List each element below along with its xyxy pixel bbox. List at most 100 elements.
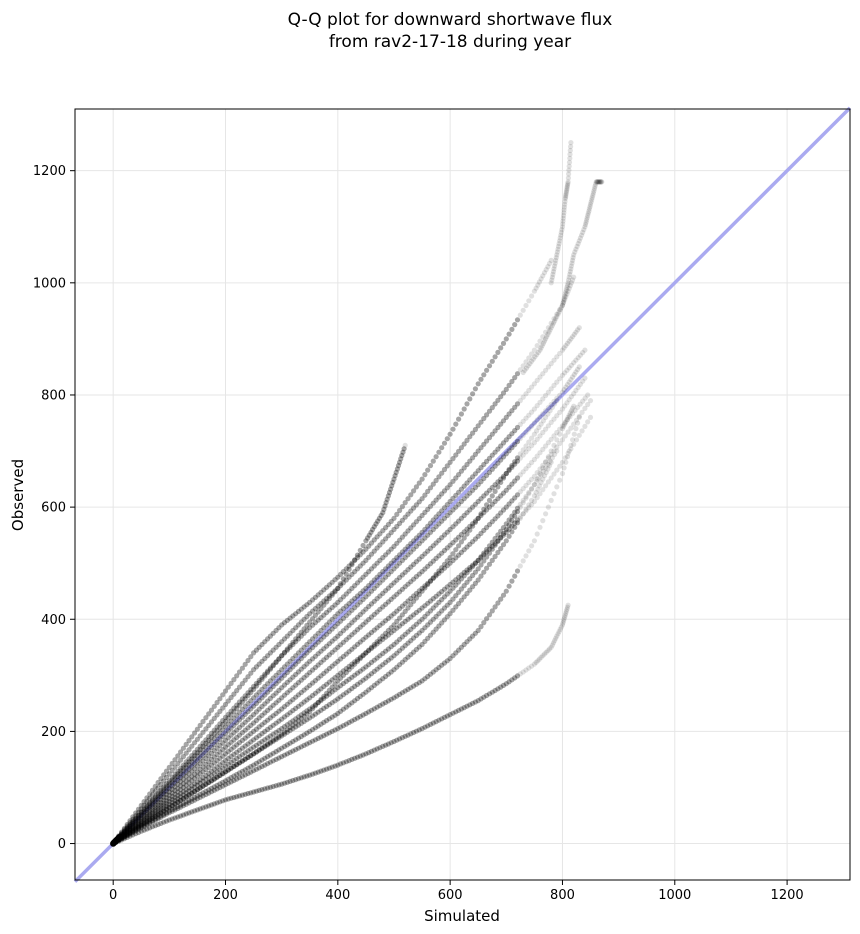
- data-point: [253, 680, 259, 687]
- data-point: [194, 750, 200, 756]
- data-point: [517, 514, 523, 520]
- data-point: [307, 619, 313, 625]
- data-point: [169, 816, 175, 822]
- data-point: [579, 232, 585, 238]
- data-point: [295, 650, 302, 656]
- data-point: [553, 316, 559, 322]
- data-point: [453, 492, 459, 498]
- data-point: [492, 482, 498, 488]
- data-point: [517, 451, 523, 457]
- data-point: [200, 753, 206, 759]
- data-point: [236, 732, 243, 738]
- data-point: [562, 201, 568, 207]
- data-point: [343, 591, 349, 597]
- data-point: [577, 352, 584, 358]
- data-point: [554, 249, 561, 255]
- data-point: [200, 783, 206, 789]
- data-point: [540, 429, 546, 436]
- data-point: [470, 564, 476, 570]
- data-point: [349, 661, 355, 667]
- data-point: [133, 818, 139, 824]
- data-point: [324, 668, 330, 674]
- data-point: [557, 307, 563, 313]
- x-tick-label: 600: [438, 888, 463, 903]
- data-point: [293, 747, 299, 753]
- data-point: [559, 470, 566, 477]
- data-point: [371, 668, 377, 675]
- data-point: [492, 542, 498, 548]
- data-point: [273, 690, 279, 696]
- data-point: [461, 547, 467, 553]
- data-point: [357, 612, 363, 618]
- data-point: [388, 696, 394, 702]
- data-point: [141, 819, 147, 825]
- data-point: [506, 526, 512, 532]
- data-point: [566, 448, 572, 454]
- data-point: [259, 722, 265, 728]
- data-point: [531, 482, 538, 488]
- data-point: [158, 776, 164, 782]
- data-point: [385, 741, 391, 747]
- data-point: [248, 753, 254, 759]
- data-point: [276, 678, 282, 684]
- data-point: [498, 596, 504, 602]
- data-point: [158, 791, 164, 797]
- data-point: [253, 692, 259, 698]
- data-point: [360, 677, 366, 683]
- data-point: [290, 707, 296, 714]
- data-point: [270, 662, 276, 668]
- data-point: [152, 799, 158, 805]
- data-point: [411, 635, 417, 641]
- data-point: [194, 773, 200, 779]
- data-point: [531, 406, 538, 412]
- data-point: [399, 612, 405, 618]
- data-point: [152, 793, 158, 800]
- data-point: [433, 602, 439, 608]
- data-point: [211, 715, 217, 722]
- data-point: [340, 569, 346, 575]
- data-point: [265, 707, 271, 714]
- data-point: [231, 773, 237, 779]
- data-point: [130, 828, 136, 834]
- data-point: [138, 821, 144, 827]
- data-point: [585, 401, 591, 408]
- data-point: [312, 642, 318, 648]
- data-point: [149, 802, 156, 808]
- data-point: [394, 540, 400, 546]
- data-point: [194, 782, 200, 788]
- data-point: [503, 470, 509, 477]
- data-point: [133, 810, 139, 816]
- data-point: [366, 532, 372, 538]
- data-point: [555, 243, 562, 249]
- data-point: [416, 680, 422, 686]
- data-point: [281, 752, 288, 758]
- data-point: [422, 526, 428, 532]
- data-point: [380, 577, 386, 583]
- data-point: [416, 532, 422, 538]
- data-point: [298, 744, 304, 750]
- data-point: [245, 709, 251, 715]
- data-point: [464, 703, 470, 709]
- data-point: [486, 497, 493, 503]
- data-point: [324, 622, 330, 628]
- data-point: [556, 309, 562, 315]
- data-point: [388, 569, 394, 575]
- data-point: [564, 187, 570, 193]
- data-point: [287, 699, 293, 705]
- data-point: [509, 431, 515, 437]
- data-point: [197, 785, 203, 791]
- data-point: [427, 671, 434, 677]
- data-point: [447, 581, 453, 588]
- data-point: [534, 436, 540, 442]
- data-point: [470, 572, 476, 579]
- data-point: [236, 717, 243, 723]
- data-point: [484, 616, 490, 622]
- data-point: [287, 740, 293, 746]
- data-point: [155, 809, 161, 815]
- data-point: [166, 810, 172, 816]
- data-point: [228, 732, 234, 738]
- data-point: [533, 489, 539, 496]
- data-point: [366, 687, 372, 693]
- data-point: [402, 555, 408, 561]
- data-point: [506, 331, 512, 337]
